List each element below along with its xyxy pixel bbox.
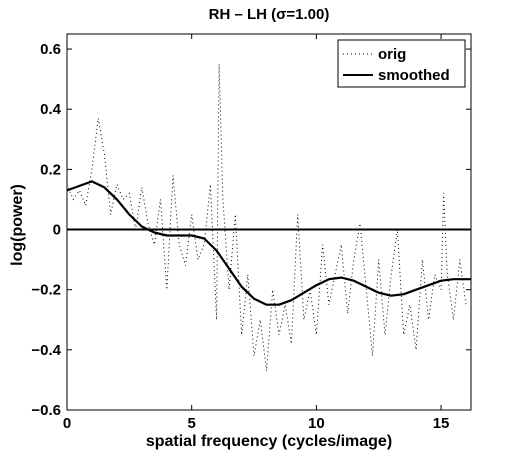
series-line-orig xyxy=(66,64,467,371)
y-tick-label: −0.6 xyxy=(31,402,61,419)
y-tick-label: −0.4 xyxy=(31,342,61,359)
x-tick-label: 10 xyxy=(308,415,325,432)
legend-box xyxy=(337,39,466,88)
x-tick-label: 0 xyxy=(63,415,71,432)
y-tick-label: −0.2 xyxy=(31,282,61,299)
y-axis-label: log(power) xyxy=(9,184,26,266)
y-tick-label: 0.2 xyxy=(40,161,61,178)
series-line-smoothed xyxy=(66,180,471,306)
x-tick-label: 5 xyxy=(188,415,196,432)
x-axis-label: spatial frequency (cycles/image) xyxy=(146,433,392,450)
plot-area: 0 5 10 15 −0.6 −0.4 −0.2 0 0.2 0.4 0.6 xyxy=(31,33,472,432)
chart-title: RH – LH (σ=1.00) xyxy=(209,6,330,23)
x-tick-label: 15 xyxy=(433,415,450,432)
plot-frame xyxy=(66,33,472,411)
y-tick-label: 0 xyxy=(53,222,61,239)
legend-smoothed-label: smoothed xyxy=(378,67,450,84)
legend-orig-label: orig xyxy=(378,46,406,63)
legend: orig smoothed xyxy=(337,39,466,88)
y-tick-label: 0.4 xyxy=(40,101,62,118)
y-tick-label: 0.6 xyxy=(40,41,61,58)
